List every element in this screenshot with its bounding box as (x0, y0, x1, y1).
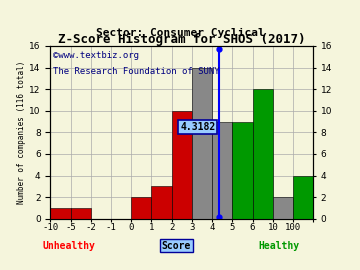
Bar (273, 197, 293, 219)
Bar (192, 68, 212, 219)
Text: ©www.textbiz.org: ©www.textbiz.org (53, 51, 139, 60)
Bar (293, 176, 313, 219)
Text: Score: Score (162, 241, 191, 251)
Bar (232, 122, 253, 219)
Bar (172, 111, 192, 219)
Bar (253, 89, 273, 219)
Text: Sector: Consumer Cyclical: Sector: Consumer Cyclical (96, 28, 264, 38)
Bar (152, 186, 172, 219)
Bar (50, 208, 71, 219)
Title: Z-Score Histogram for SHOS (2017): Z-Score Histogram for SHOS (2017) (58, 33, 306, 46)
Bar (212, 122, 232, 219)
Text: The Research Foundation of SUNY: The Research Foundation of SUNY (53, 67, 220, 76)
Text: Healthy: Healthy (258, 241, 300, 251)
Bar (71, 208, 91, 219)
Y-axis label: Number of companies (116 total): Number of companies (116 total) (17, 60, 26, 204)
Text: 4.3182: 4.3182 (180, 122, 216, 132)
Text: Unhealthy: Unhealthy (42, 241, 95, 251)
Bar (131, 197, 152, 219)
